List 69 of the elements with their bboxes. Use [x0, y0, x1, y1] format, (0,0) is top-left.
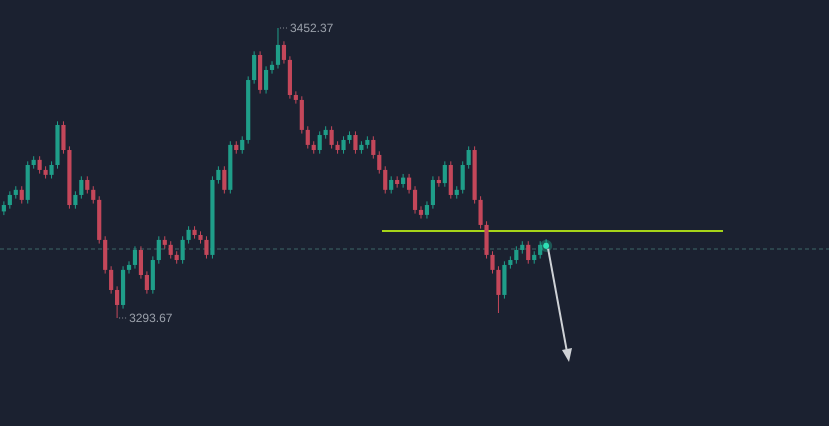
- candlestick: [454, 186, 459, 200]
- candlestick: [144, 270, 149, 294]
- candlestick: [276, 28, 280, 70]
- candlestick: [8, 190, 12, 210]
- candlestick: [73, 190, 78, 210]
- candlestick: [442, 160, 447, 188]
- candlestick: [508, 256, 512, 270]
- candlestick: [377, 150, 382, 174]
- candlestick: [406, 173, 412, 194]
- candlestick: [306, 126, 310, 150]
- candlestick: [115, 286, 120, 318]
- candlestick: [318, 130, 322, 154]
- candlestick: [312, 140, 316, 154]
- candlestick: [389, 176, 394, 194]
- candlestick: [466, 146, 471, 170]
- candlestick: [401, 173, 406, 188]
- candlestick: [222, 166, 226, 194]
- candlestick: [192, 226, 197, 240]
- candlestick: [282, 40, 286, 64]
- candlestick: [49, 160, 54, 180]
- candlestick: [44, 166, 48, 180]
- candlestick: [156, 236, 161, 264]
- candlestick: [436, 176, 441, 188]
- candlestick: [359, 140, 364, 154]
- candlestick: [353, 130, 358, 154]
- candlestick: [526, 240, 530, 264]
- candlestick: [335, 140, 340, 154]
- candlestick: [85, 176, 90, 194]
- candlestick: [79, 176, 84, 200]
- candlestick: [383, 166, 388, 194]
- candlestick: [240, 136, 244, 154]
- candlestick: [424, 200, 430, 220]
- candlestick: [371, 136, 376, 160]
- candlestick: [180, 236, 185, 264]
- candlestick: [520, 240, 524, 254]
- candlestick: [412, 186, 418, 214]
- candlestick: [330, 126, 334, 150]
- candlestick: [216, 166, 220, 184]
- candlestick: [324, 126, 328, 140]
- candlestick: [198, 230, 203, 244]
- candlestick: [490, 250, 495, 274]
- candlestick: [264, 66, 268, 94]
- candlestick: [186, 226, 191, 244]
- candlestick: [32, 156, 36, 170]
- candlestick: [270, 60, 274, 74]
- candlestick: [234, 140, 238, 154]
- candlestick: [365, 136, 370, 150]
- candlestick: [2, 200, 6, 216]
- candlestick: [162, 236, 167, 250]
- candlestick: [14, 186, 18, 200]
- candlestick: [418, 206, 424, 220]
- candlestick: [91, 186, 96, 204]
- candlestick: [126, 260, 132, 274]
- candlestick: [532, 250, 536, 264]
- candlestick: [514, 246, 518, 264]
- candlestick: [294, 90, 298, 104]
- candlestick: [341, 136, 346, 154]
- candlestick: [538, 240, 542, 260]
- annotation: 3293.67: [129, 311, 173, 326]
- candlestick: [38, 156, 42, 174]
- candlestick: [395, 176, 400, 188]
- candlestick: [347, 130, 352, 144]
- candlestick: [168, 240, 173, 260]
- candlestick: [132, 246, 138, 270]
- candlestick: [20, 186, 24, 204]
- candlestick: [109, 266, 114, 294]
- candlestick: [204, 236, 209, 260]
- candlestick: [174, 250, 179, 264]
- annotation: 3452.37: [290, 21, 334, 36]
